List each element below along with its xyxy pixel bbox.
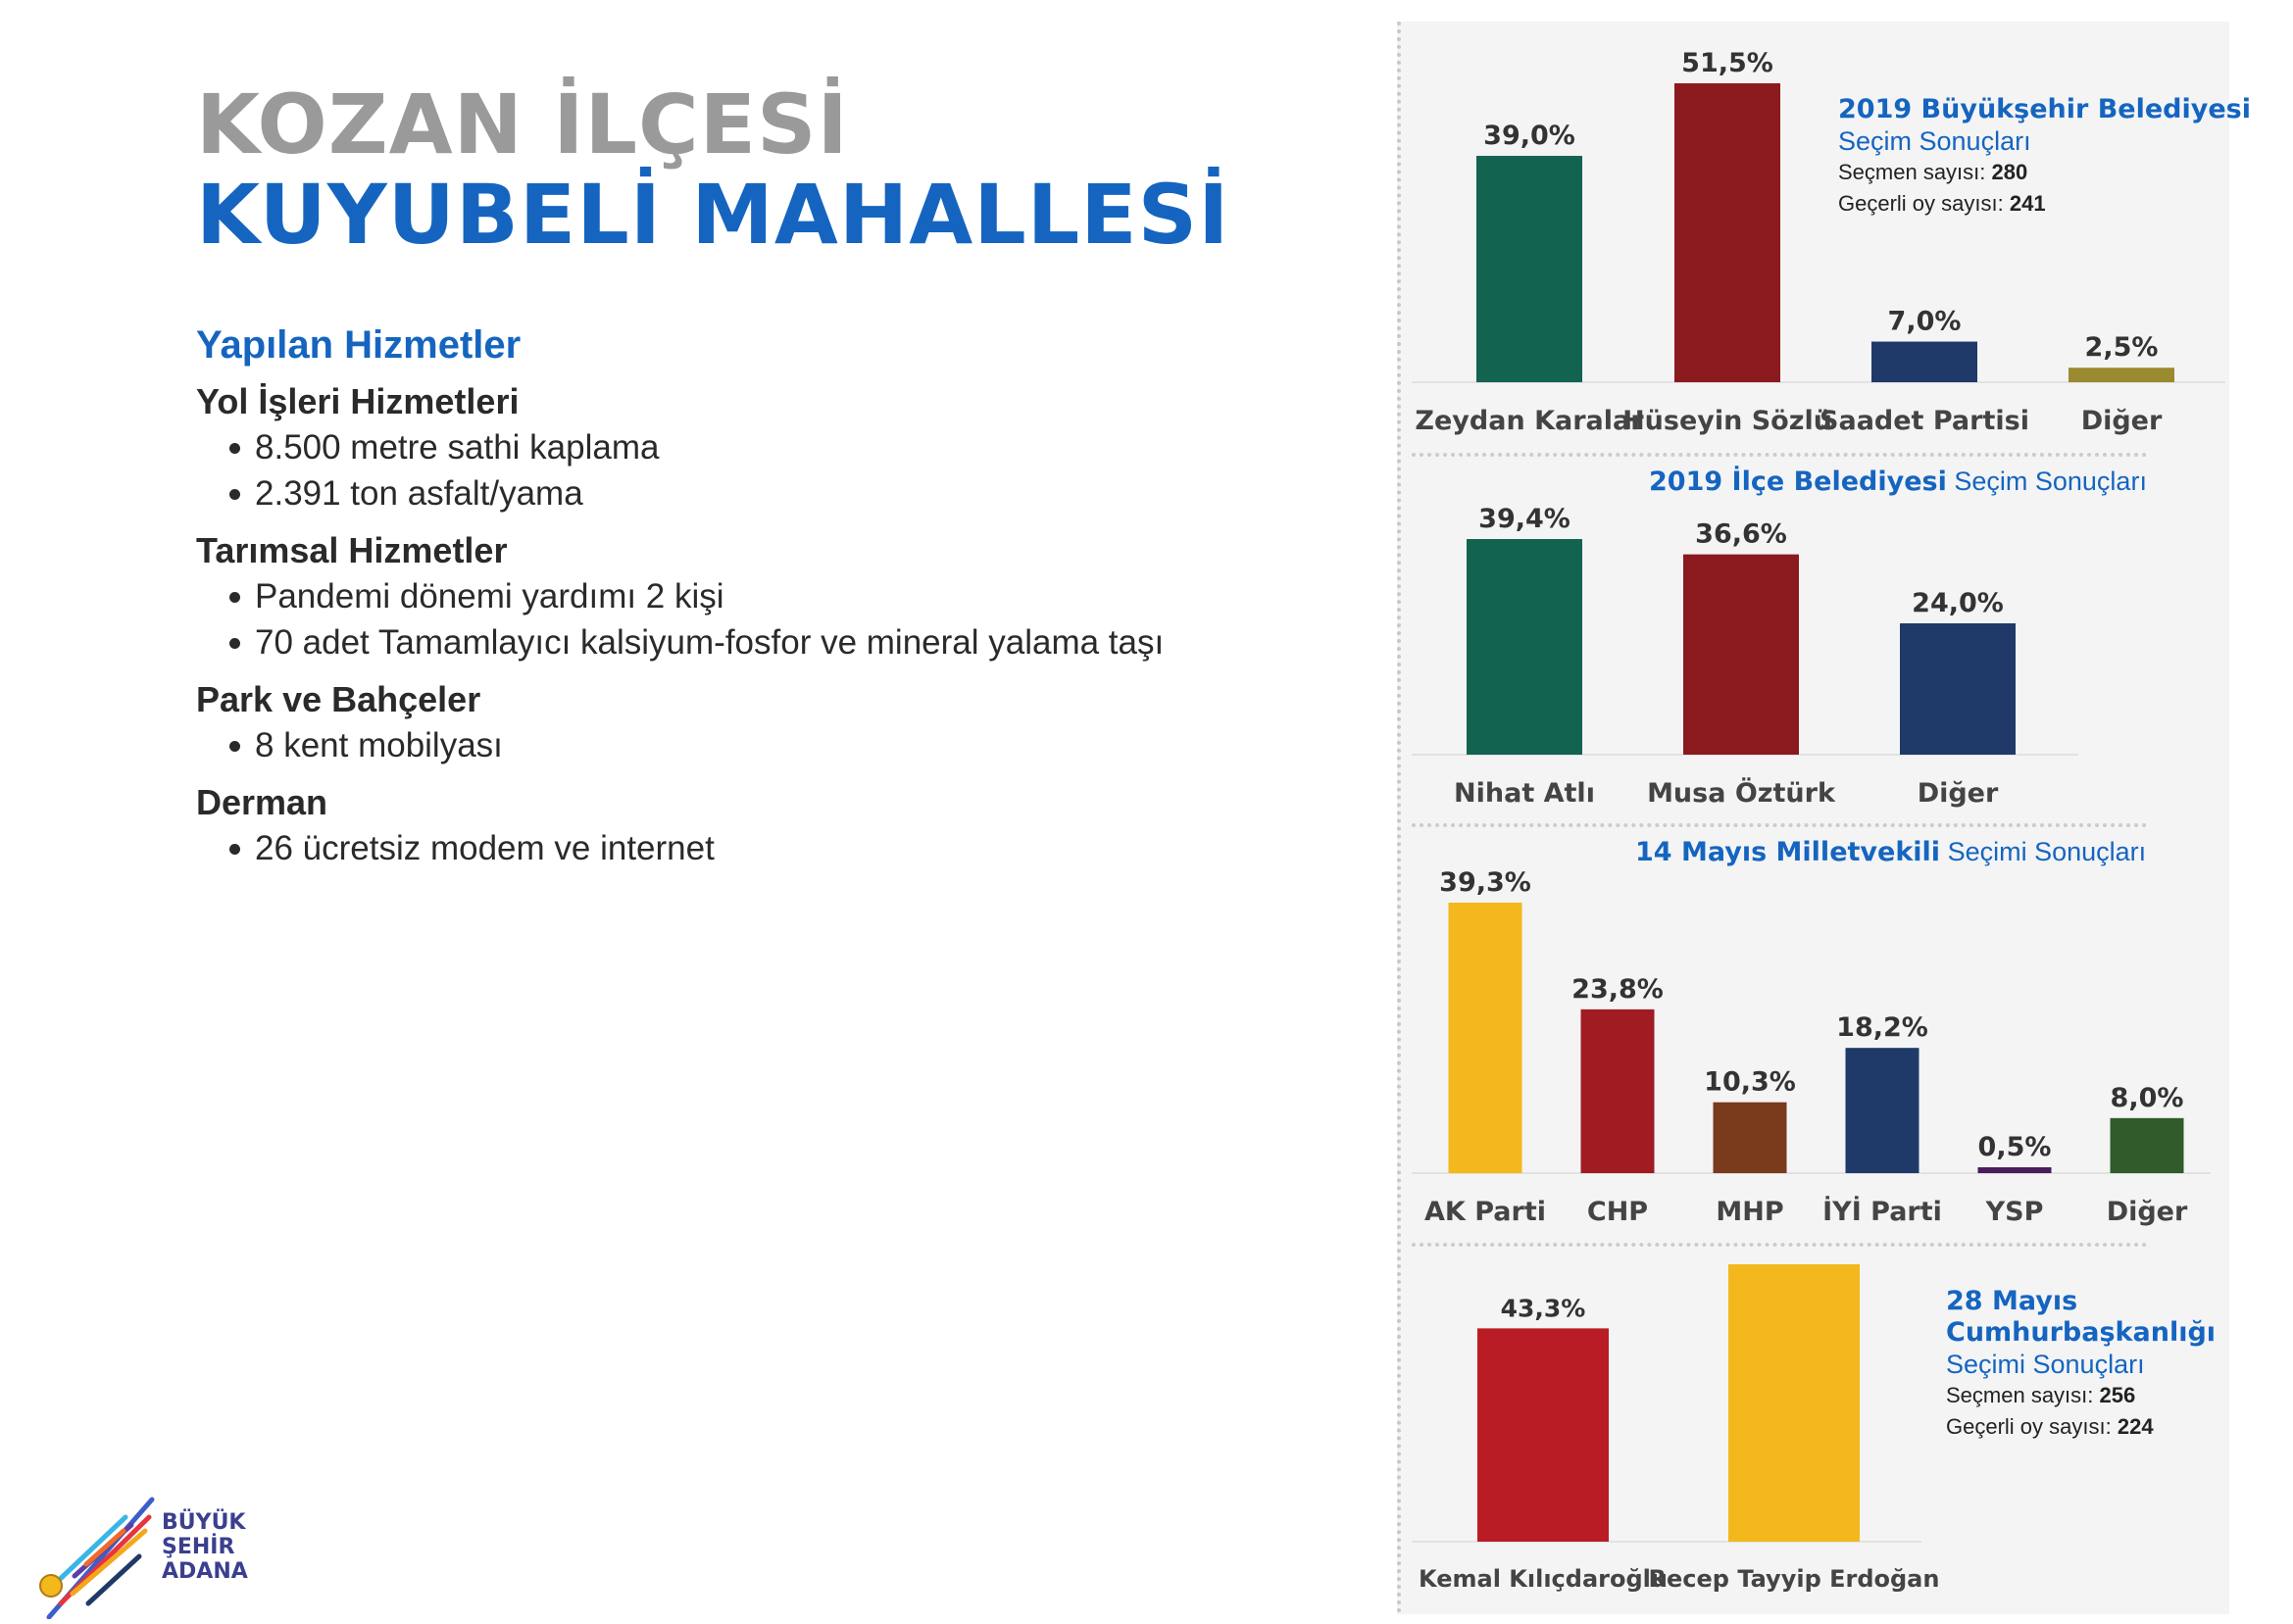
chart-category-label: CHP — [1587, 1197, 1648, 1227]
logo-mark-icon: BÜYÜK ŞEHİR ADANA — [39, 1497, 248, 1620]
service-item: Pandemi dönemi yardımı 2 kişi — [229, 573, 1176, 619]
service-list: 8 kent mobilyası — [196, 722, 1176, 768]
chart-bar — [1448, 903, 1522, 1173]
chart-bar — [1674, 83, 1780, 382]
service-list: 8.500 metre sathi kaplama 2.391 ton asfa… — [196, 424, 1176, 517]
valid-vote-value: 224 — [2117, 1414, 2154, 1439]
valid-vote-label: Geçerli oy sayısı: — [1838, 191, 2004, 216]
chart-bar — [1900, 622, 2016, 755]
chart-bar — [1467, 539, 1582, 755]
voter-count-label: Seçmen sayısı: — [1838, 160, 1986, 184]
valid-vote-line: Geçerli oy sayısı: 224 — [1946, 1411, 2220, 1443]
chart-category-label: Diğer — [1918, 778, 1999, 809]
chart-value-label: 39,0% — [1483, 121, 1575, 151]
chart-category-label: İYİ Parti — [1822, 1196, 1942, 1227]
service-item: 8 kent mobilyası — [229, 722, 1176, 768]
chart-value-label: 36,6% — [1695, 519, 1787, 550]
page-title-neighborhood: KUYUBELİ MAHALLESİ — [196, 167, 1230, 263]
chart-title-bold: 2019 Büyükşehir Belediyesi — [1838, 94, 2251, 124]
chart-bar — [1713, 1102, 1787, 1173]
service-category-title: Yol İşleri Hizmetleri — [196, 381, 520, 421]
chart-category-label: Recep Tayyip Erdoğan — [1649, 1565, 1940, 1593]
service-list: 26 ücretsiz modem ve internet — [196, 825, 1176, 871]
chart-2019-metropolitan-info: 2019 Büyükşehir Belediyesi Seçim Sonuçla… — [1838, 94, 2251, 220]
valid-vote-value: 241 — [2009, 191, 2046, 216]
voter-count-label: Seçmen sayısı: — [1946, 1383, 2094, 1407]
chart-value-label: 8,0% — [2111, 1083, 2184, 1113]
logo-text-line1: BÜYÜK — [162, 1509, 246, 1535]
service-item: 70 adet Tamamlayıcı kalsiyum-fosfor ve m… — [229, 619, 1176, 665]
chart-bar — [1977, 1167, 2052, 1173]
chart-title-bold: 14 Mayıs Milletvekili — [1635, 837, 1941, 867]
chart-may14-parliament: 39,3% AK Parti 23,8% CHP 10,3% MHP 18,2% İYİ Pa… — [1412, 867, 2211, 1227]
service-item: 8.500 metre sathi kaplama — [229, 424, 1176, 470]
voter-count-line: Seçmen sayısı: 256 — [1946, 1380, 2220, 1411]
service-category-title: Tarımsal Hizmetler — [196, 530, 508, 570]
chart-category-label: Diğer — [2081, 406, 2163, 436]
chart-title-bold: 28 Mayıs Cumhurbaşkanlığı — [1946, 1286, 2217, 1348]
chart-title-rest: Seçimi Sonuçları — [1947, 837, 2147, 866]
service-category-title: Derman — [196, 782, 328, 822]
chart-bar — [1580, 1009, 1655, 1173]
logo-text-line2: ŞEHİR — [162, 1534, 234, 1559]
chart-bar — [1476, 156, 1582, 382]
chart-2019-district-title: 2019 İlçe Belediyesi Seçim Sonuçları — [1649, 467, 2147, 497]
chart-value-label: 51,5% — [1681, 48, 1773, 78]
chart-may28-presidential: 43,3%Kemal Kılıçdaroğlu56,7%Recep Tayyip… — [1412, 1264, 1940, 1593]
chart-category-label: Diğer — [2107, 1197, 2188, 1227]
service-item: 2.391 ton asfalt/yama — [229, 470, 1176, 517]
chart-category-label: Zeydan Karalar — [1415, 406, 1644, 436]
valid-vote-label: Geçerli oy sayısı: — [1946, 1414, 2112, 1439]
chart-category-label: YSP — [1985, 1197, 2044, 1227]
chart-title-rest: Seçimi Sonuçları — [1946, 1350, 2145, 1379]
chart-category-label: Saadet Partisi — [1819, 406, 2029, 436]
chart-title-rest: Seçim Sonuçları — [1838, 126, 2031, 156]
buyuksehir-adana-logo: BÜYÜK ŞEHİR ADANA — [29, 1482, 265, 1620]
chart-bar — [1871, 341, 1977, 382]
voter-count-value: 280 — [1991, 160, 2028, 184]
section-divider — [1412, 453, 2147, 457]
chart-bar — [2069, 368, 2174, 382]
services-heading: Yapılan Hizmetler — [196, 323, 522, 367]
section-divider — [1412, 823, 2147, 827]
chart-2019-metropolitan: 39,0% Zeydan Karalar 51,5% Hüseyin Sözlü 7,0… — [1412, 48, 2225, 436]
chart-value-label: 2,5% — [2085, 332, 2159, 363]
chart-may28-presidential-info: 28 Mayıs Cumhurbaşkanlığı Seçimi Sonuçla… — [1946, 1286, 2220, 1443]
chart-2019-district: 39,4% Nihat Atlı 36,6% Musa Öztürk 24,0% Diğe… — [1412, 504, 2078, 809]
chart-value-label: 39,4% — [1478, 504, 1570, 534]
chart-bar — [1845, 1048, 1919, 1173]
voter-count-value: 256 — [2099, 1383, 2136, 1407]
chart-title-rest: Seçim Sonuçları — [1954, 467, 2147, 496]
chart-category-label: Hüseyin Sözlü — [1622, 406, 1832, 436]
chart-value-label: 10,3% — [1704, 1067, 1796, 1098]
chart-may14-parliament-title: 14 Mayıs Milletvekili Seçimi Sonuçları — [1635, 837, 2146, 867]
chart-category-label: MHP — [1716, 1197, 1783, 1227]
chart-bar — [1728, 1264, 1860, 1542]
chart-bar — [2110, 1117, 2184, 1173]
chart-category-label: AK Parti — [1424, 1197, 1546, 1227]
chart-category-label: Kemal Kılıçdaroğlu — [1419, 1565, 1668, 1593]
chart-value-label: 24,0% — [1912, 588, 2004, 618]
chart-title-bold: 2019 İlçe Belediyesi — [1649, 467, 1947, 497]
chart-value-label: 23,8% — [1571, 974, 1664, 1005]
chart-value-label: 43,3% — [1501, 1294, 1586, 1322]
chart-category-label: Musa Öztürk — [1647, 776, 1836, 809]
chart-value-label: 7,0% — [1888, 307, 1962, 337]
page-title-district: KOZAN İLÇESİ — [196, 76, 849, 172]
chart-value-label: 0,5% — [1978, 1132, 2052, 1162]
section-divider — [1412, 1243, 2147, 1247]
service-list: Pandemi dönemi yardımı 2 kişi 70 adet Ta… — [196, 573, 1176, 665]
voter-count-line: Seçmen sayısı: 280 — [1838, 157, 2251, 188]
services-section: Yapılan Hizmetler Yol İşleri Hizmetleri … — [196, 323, 1176, 871]
logo-text-line3: ADANA — [162, 1559, 248, 1584]
chart-bar — [1683, 554, 1799, 755]
chart-category-label: Nihat Atlı — [1454, 778, 1595, 809]
service-category-title: Park ve Bahçeler — [196, 679, 481, 719]
chart-value-label: 39,3% — [1439, 867, 1531, 898]
valid-vote-line: Geçerli oy sayısı: 241 — [1838, 188, 2251, 220]
service-item: 26 ücretsiz modem ve internet — [229, 825, 1176, 871]
chart-value-label: 18,2% — [1836, 1012, 1928, 1043]
chart-bar — [1477, 1328, 1609, 1542]
